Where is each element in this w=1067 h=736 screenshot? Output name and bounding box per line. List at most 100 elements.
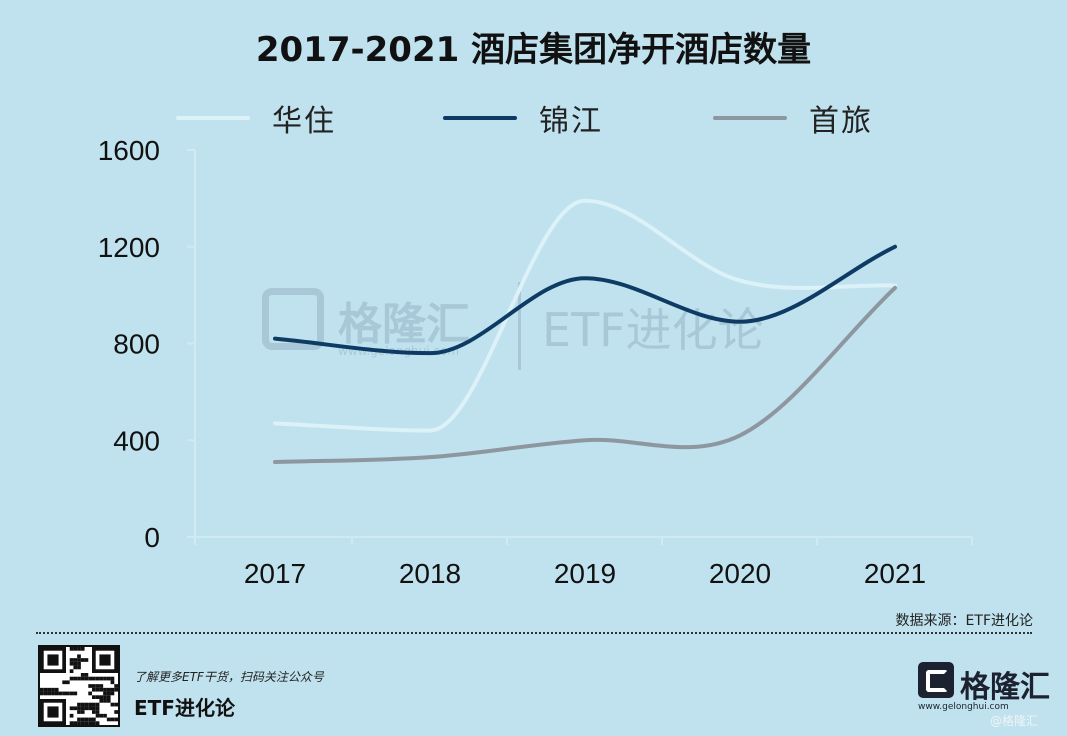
qr-module bbox=[92, 717, 96, 722]
qr-module bbox=[88, 691, 92, 696]
qr-code-icon[interactable] bbox=[38, 645, 120, 727]
qr-module bbox=[84, 717, 89, 722]
qr-module bbox=[80, 721, 85, 725]
qr-module bbox=[69, 676, 74, 681]
qr-module bbox=[47, 691, 52, 696]
qr-module bbox=[95, 676, 100, 681]
x-tick-label: 2017 bbox=[244, 558, 306, 589]
qr-module bbox=[80, 710, 85, 714]
qr-module bbox=[95, 687, 100, 692]
qr-module bbox=[84, 702, 89, 707]
qr-module bbox=[95, 706, 100, 711]
qr-module bbox=[77, 717, 81, 722]
qr-module bbox=[95, 710, 100, 714]
qr-module bbox=[73, 661, 78, 666]
qr-module bbox=[99, 713, 104, 718]
qr-module bbox=[106, 691, 111, 696]
qr-module bbox=[110, 717, 115, 722]
qr-module bbox=[106, 699, 111, 703]
qr-module bbox=[95, 721, 100, 725]
qr-module bbox=[110, 676, 115, 681]
source-note: 数据来源：ETF进化论 bbox=[895, 613, 1033, 629]
legend-item-shoulv: 首旅 bbox=[713, 96, 873, 140]
qr-module bbox=[88, 684, 92, 688]
qr-module bbox=[95, 713, 100, 718]
legend-line-shoulv bbox=[713, 116, 787, 120]
legend-item-huazhu: 华住 bbox=[176, 96, 336, 140]
qr-module bbox=[95, 684, 100, 688]
qr-module bbox=[92, 706, 96, 711]
qr-module bbox=[58, 691, 63, 696]
qr-module bbox=[95, 702, 100, 707]
qr-module bbox=[84, 676, 89, 681]
account-name: ETF进化论 bbox=[134, 696, 235, 720]
qr-module bbox=[99, 654, 111, 666]
series-line-jinjiang bbox=[273, 244, 897, 356]
footer-brand-tag: @格隆汇 bbox=[990, 714, 1039, 728]
qr-module bbox=[99, 699, 104, 703]
qr-module bbox=[92, 687, 96, 692]
qr-module bbox=[99, 687, 104, 692]
legend-label-huazhu: 华住 bbox=[272, 104, 336, 139]
qr-module bbox=[43, 687, 48, 692]
qr-module bbox=[110, 702, 115, 707]
x-tick-label: 2018 bbox=[399, 558, 461, 589]
series-line-huazhu bbox=[273, 198, 897, 433]
gelonghui-logo-icon bbox=[918, 662, 954, 698]
qr-module bbox=[88, 676, 92, 681]
qr-module bbox=[106, 695, 111, 699]
qr-module bbox=[80, 676, 85, 681]
qr-module bbox=[69, 669, 74, 673]
qr-module bbox=[73, 647, 78, 651]
qr-module bbox=[47, 654, 59, 666]
qr-module bbox=[62, 691, 66, 696]
qr-module bbox=[92, 695, 96, 699]
qr-module bbox=[103, 695, 107, 699]
qr-module bbox=[77, 647, 81, 651]
qr-module bbox=[77, 665, 81, 670]
x-tick-label: 2019 bbox=[554, 558, 616, 589]
qr-module bbox=[84, 658, 89, 662]
footer-divider bbox=[36, 632, 1032, 634]
qr-module bbox=[110, 691, 115, 696]
chart-legend: 华住 锦江 首旅 bbox=[0, 96, 1067, 140]
qr-module bbox=[69, 713, 74, 718]
y-tick-label: 0 bbox=[144, 522, 160, 553]
qr-module bbox=[114, 687, 118, 692]
x-tick-label: 2021 bbox=[864, 558, 926, 589]
y-tick-label: 400 bbox=[113, 425, 160, 456]
qr-module bbox=[77, 702, 81, 707]
footer-brand-name: 格隆汇 bbox=[960, 670, 1050, 705]
qr-module bbox=[114, 717, 118, 722]
qr-module bbox=[99, 676, 104, 681]
qr-module bbox=[80, 702, 85, 707]
qr-module bbox=[103, 691, 107, 696]
qr-module bbox=[80, 717, 85, 722]
qr-module bbox=[73, 665, 78, 670]
qr-module bbox=[47, 687, 52, 692]
y-tick-label: 1600 bbox=[98, 135, 160, 166]
qr-module bbox=[51, 687, 55, 692]
qr-module bbox=[92, 710, 96, 714]
qr-module bbox=[103, 699, 107, 703]
qr-module bbox=[84, 721, 89, 725]
legend-line-huazhu bbox=[176, 116, 250, 120]
qr-module bbox=[114, 684, 118, 688]
qr-module bbox=[84, 673, 89, 677]
qr-module bbox=[54, 691, 59, 696]
qr-module bbox=[106, 676, 111, 681]
qr-module bbox=[66, 691, 70, 696]
promo-text: 了解更多ETF干货，扫码关注公众号 bbox=[134, 670, 324, 684]
qr-module bbox=[80, 658, 85, 662]
qr-module bbox=[88, 706, 92, 711]
qr-module bbox=[99, 695, 104, 699]
qr-module bbox=[47, 706, 59, 718]
qr-module bbox=[69, 721, 74, 725]
qr-module bbox=[92, 676, 96, 681]
qr-module bbox=[73, 691, 78, 696]
legend-item-jinjiang: 锦江 bbox=[443, 96, 603, 140]
qr-module bbox=[80, 647, 85, 651]
qr-module bbox=[106, 717, 111, 722]
qr-module bbox=[77, 706, 81, 711]
